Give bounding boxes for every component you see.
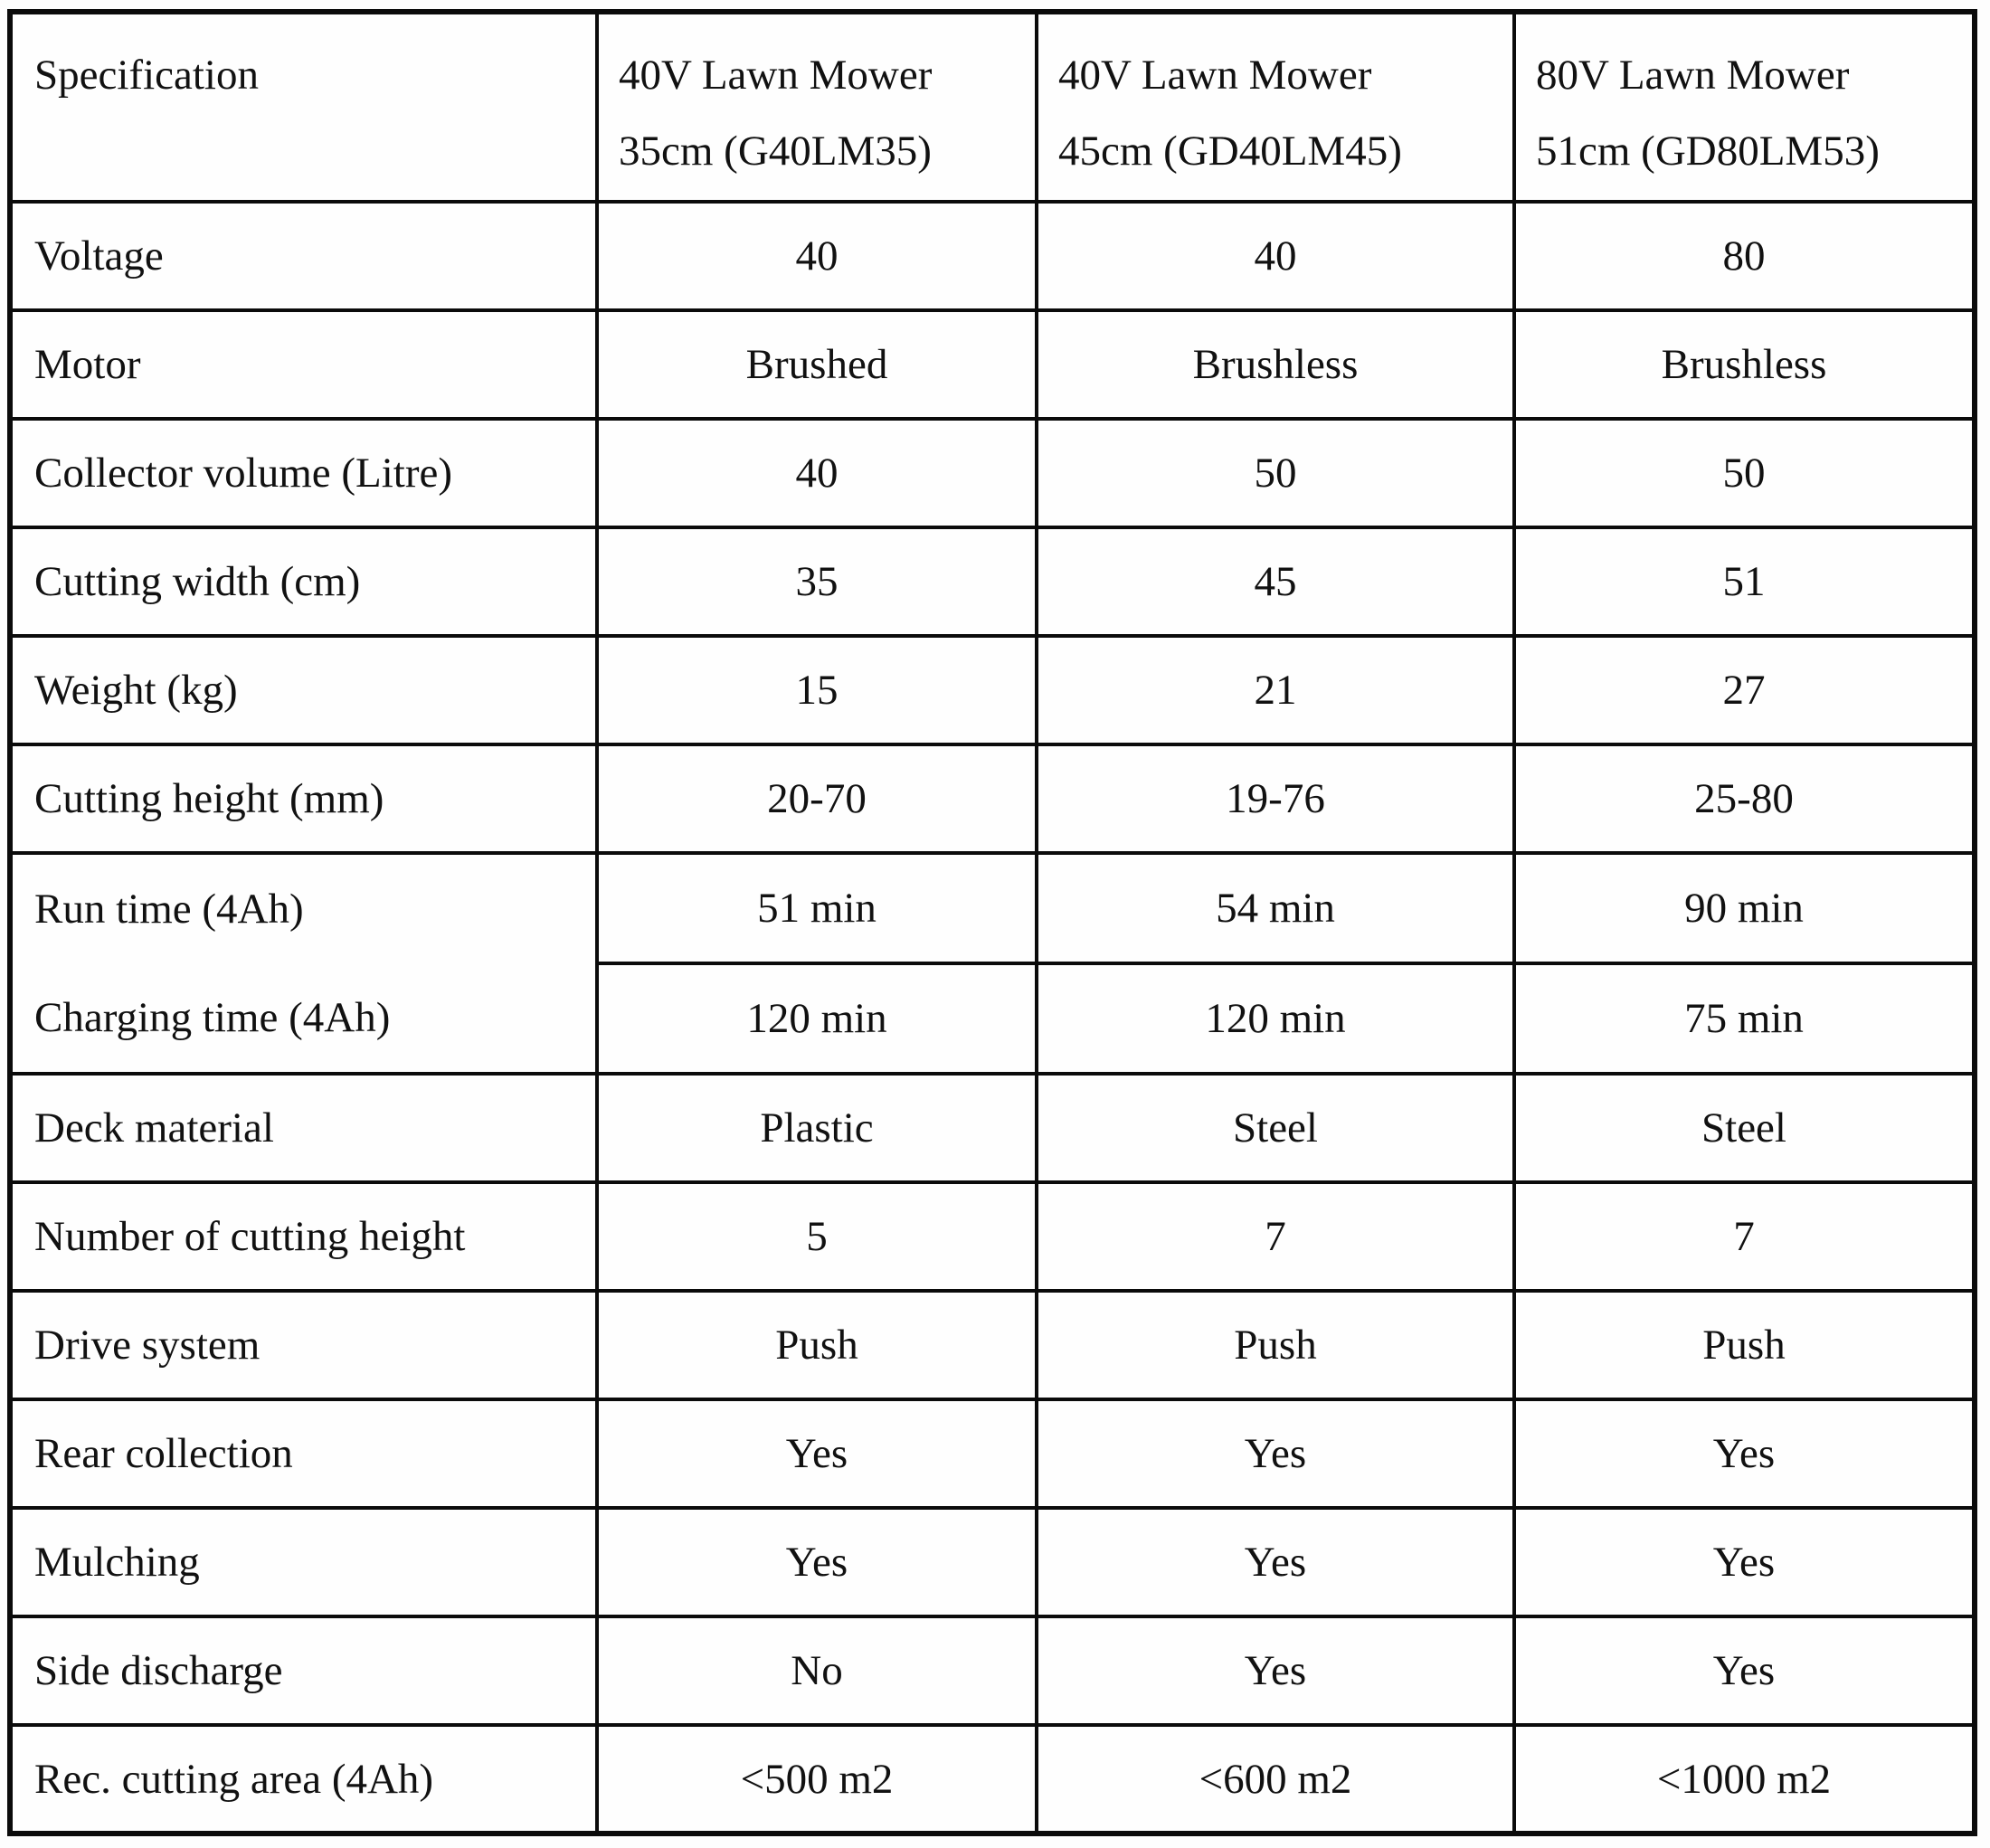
header-product-line1: 40V Lawn Mower (619, 52, 933, 99)
spec-value: 40 (595, 200, 1038, 312)
spec-value: 5 (595, 1180, 1038, 1293)
spec-label: Side discharge (8, 1615, 599, 1727)
spec-value: Brushless (1512, 308, 1976, 421)
spec-value: 27 (1512, 634, 1976, 746)
spec-label: Cutting width (cm) (8, 526, 599, 638)
spec-value: 40 (595, 417, 1038, 529)
spec-value: Yes (1035, 1506, 1516, 1618)
spec-label: Drive system (8, 1289, 599, 1401)
table-row-run-time: Run time (4Ah) Charging time (4Ah) 51 mi… (8, 851, 1976, 1076)
spec-value: Steel (1035, 1072, 1516, 1184)
spec-label: Run time (4Ah) (34, 886, 304, 933)
header-product-line2: 35cm (G40LM35) (619, 127, 932, 175)
spec-label: Motor (8, 308, 599, 421)
spec-value: Push (595, 1289, 1038, 1401)
spec-value: Yes (1035, 1398, 1516, 1510)
header-product-line2: 45cm (GD40LM45) (1058, 127, 1402, 175)
spec-comparison-table: Specification 40V Lawn Mower 35cm (G40LM… (7, 9, 1977, 1836)
spec-value: 75 min (1512, 962, 1976, 1076)
spec-value: Steel (1512, 1072, 1976, 1184)
spec-value: <600 m2 (1035, 1723, 1516, 1835)
table-row-cutting-height: Cutting height (mm) 20-70 19-76 25-80 (8, 743, 1976, 855)
spec-value: 80 (1512, 200, 1976, 312)
spec-value: 50 (1512, 417, 1976, 529)
spec-value: 25-80 (1512, 743, 1976, 855)
spec-value: <1000 m2 (1512, 1723, 1976, 1835)
spec-label: Mulching (8, 1506, 599, 1618)
table-row-mulching: Mulching Yes Yes Yes (8, 1506, 1976, 1618)
spec-value: Push (1035, 1289, 1516, 1401)
header-product-g40lm35: 40V Lawn Mower 35cm (G40LM35) (595, 10, 1038, 204)
header-product-line1: 80V Lawn Mower (1536, 52, 1850, 99)
table-row-rear-collection: Rear collection Yes Yes Yes (8, 1398, 1976, 1510)
spec-value: 90 min (1512, 851, 1976, 965)
table-row-rec-cutting-area: Rec. cutting area (4Ah) <500 m2 <600 m2 … (8, 1723, 1976, 1835)
spec-label-runtime-charging: Run time (4Ah) Charging time (4Ah) (8, 851, 599, 1076)
spec-value: 50 (1035, 417, 1516, 529)
table-row-cutting-width: Cutting width (cm) 35 45 51 (8, 526, 1976, 638)
spec-value: Yes (1512, 1506, 1976, 1618)
table-row-weight: Weight (kg) 15 21 27 (8, 634, 1976, 746)
spec-value: Brushless (1035, 308, 1516, 421)
table-row-voltage: Voltage 40 40 80 (8, 200, 1976, 312)
spec-value: 7 (1035, 1180, 1516, 1293)
spec-label: Collector volume (Litre) (8, 417, 599, 529)
spec-value: Push (1512, 1289, 1976, 1401)
spec-value: 35 (595, 526, 1038, 638)
spec-label: Charging time (4Ah) (34, 994, 391, 1041)
header-product-gd40lm45: 40V Lawn Mower 45cm (GD40LM45) (1035, 10, 1516, 204)
header-row: Specification 40V Lawn Mower 35cm (G40LM… (8, 10, 1976, 204)
spec-value: 20-70 (595, 743, 1038, 855)
spec-value: 120 min (595, 962, 1038, 1076)
spec-label: Weight (kg) (8, 634, 599, 746)
spec-label: Rec. cutting area (4Ah) (8, 1723, 599, 1835)
table-row-side-discharge: Side discharge No Yes Yes (8, 1615, 1976, 1727)
spec-value: 120 min (1035, 962, 1516, 1076)
spec-value: 45 (1035, 526, 1516, 638)
spec-value: 51 (1512, 526, 1976, 638)
spec-value: 40 (1035, 200, 1516, 312)
spec-value: Yes (1512, 1398, 1976, 1510)
table-row-motor: Motor Brushed Brushless Brushless (8, 308, 1976, 421)
spec-value: Brushed (595, 308, 1038, 421)
header-product-line1: 40V Lawn Mower (1058, 52, 1372, 99)
spec-value: Yes (595, 1398, 1038, 1510)
spec-label: Number of cutting height (8, 1180, 599, 1293)
spec-value: <500 m2 (595, 1723, 1038, 1835)
spec-value: 21 (1035, 634, 1516, 746)
spec-value: 54 min (1035, 851, 1516, 965)
table-row-charging-time: 120 min 120 min 75 min (10, 962, 1976, 1076)
spec-label: Rear collection (8, 1398, 599, 1510)
spec-value: Plastic (595, 1072, 1038, 1184)
table-row-drive-system: Drive system Push Push Push (8, 1289, 1976, 1401)
spec-value: No (595, 1615, 1038, 1727)
header-product-gd80lm53: 80V Lawn Mower 51cm (GD80LM53) (1512, 10, 1976, 204)
header-specification: Specification (8, 10, 599, 204)
spec-value: Yes (1512, 1615, 1976, 1727)
table-row-number-cutting-height: Number of cutting height 5 7 7 (8, 1180, 1976, 1293)
spec-value: 51 min (595, 851, 1038, 965)
table-row-collector-volume: Collector volume (Litre) 40 50 50 (8, 417, 1976, 529)
spec-label: Voltage (8, 200, 599, 312)
spec-value: Yes (1035, 1615, 1516, 1727)
spec-value: 7 (1512, 1180, 1976, 1293)
spec-value: Yes (595, 1506, 1038, 1618)
table-row-deck-material: Deck material Plastic Steel Steel (8, 1072, 1976, 1184)
spec-label: Deck material (8, 1072, 599, 1184)
spec-value: 19-76 (1035, 743, 1516, 855)
header-product-line2: 51cm (GD80LM53) (1536, 127, 1880, 175)
spec-label: Cutting height (mm) (8, 743, 599, 855)
spec-value: 15 (595, 634, 1038, 746)
